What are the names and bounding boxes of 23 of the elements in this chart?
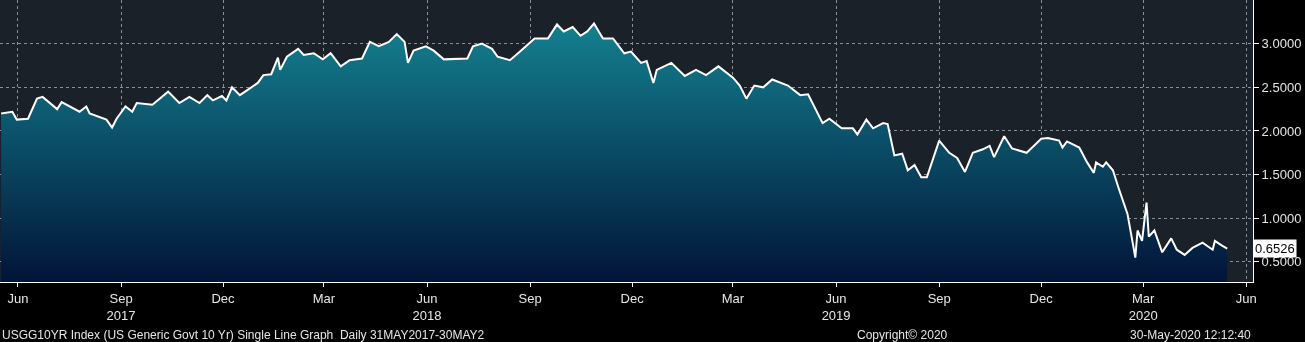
x-tick-label: Dec [620,290,645,306]
x-tick-label: Sep [518,290,542,306]
x-tick-label: Jun 2019 [821,290,851,323]
y-tick-label: 3.0000 [1261,36,1302,52]
y-tick-label: 2.0000 [1261,123,1302,139]
x-tick-label: Mar 2020 [1128,290,1158,323]
y-tick-label: 1.5000 [1261,167,1302,183]
annotation: 0.6526 [1255,241,1295,256]
y-tick-label: 0.5000 [1261,254,1302,270]
x-tick-label: Jun [7,290,29,306]
x-tick-label: Dec [1029,290,1054,306]
x-tick-label: Mar [721,290,745,306]
text: USGG10YR Index (US Generic Govt 10 Yr) Single Line Graph Daily 31MAY2017-30MAY2 [2,328,485,342]
y-tick-label: 2.5000 [1261,79,1302,95]
x-tick-label: Sep 2017 [106,290,136,323]
x-tick-label: Dec [211,290,236,306]
x-tick-label: Sep [927,290,951,306]
text: 30-May-2020 12:12:40 [1130,328,1252,342]
x-tick-label: Jun 2018 [412,290,442,323]
y-tick-label: 1.0000 [1261,210,1302,226]
x-tick-label: Mar [312,290,336,306]
text: Copyright© 2020 [857,328,948,342]
x-tick-label: Jun [1235,290,1257,306]
